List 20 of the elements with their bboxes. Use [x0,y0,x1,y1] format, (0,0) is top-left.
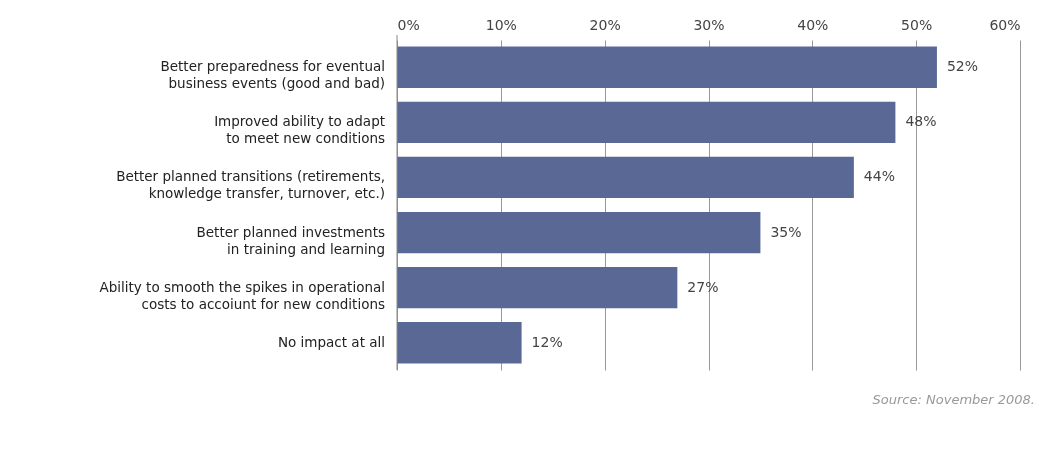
x-tick-label: 0% [397,16,420,33]
x-tick-label: 40% [797,16,829,33]
y-tick-label: Better planned transitions (retirements, knowledge transfer, turnover, etc.) [116,168,385,202]
data-label: 27% [687,278,719,295]
y-tick-label: Improved ability to adapt to meet new conditions [214,113,385,147]
y-tick-label: Better planned investments in training and learning [196,223,385,257]
y-tick-label: Better preparedness for eventual business events (good and bad) [160,58,385,92]
data-label: 35% [770,223,802,240]
data-label: 48% [905,113,937,130]
x-tick-label: 10% [485,16,517,33]
x-tick-label: 30% [693,16,725,33]
data-label: 52% [946,58,979,75]
data-label: 12% [531,333,563,350]
x-tick-label: 20% [589,16,621,33]
x-tick-label: 50% [901,16,933,33]
y-tick-label: Ability to smooth the spikes in operational costs to accoiunt for new conditions [99,278,385,312]
data-label: 44% [863,168,895,185]
y-tick-label: No impact at all [277,333,385,350]
x-tick-label: 60% [989,16,1021,33]
source-note: Source: November 2008. [872,392,1035,407]
